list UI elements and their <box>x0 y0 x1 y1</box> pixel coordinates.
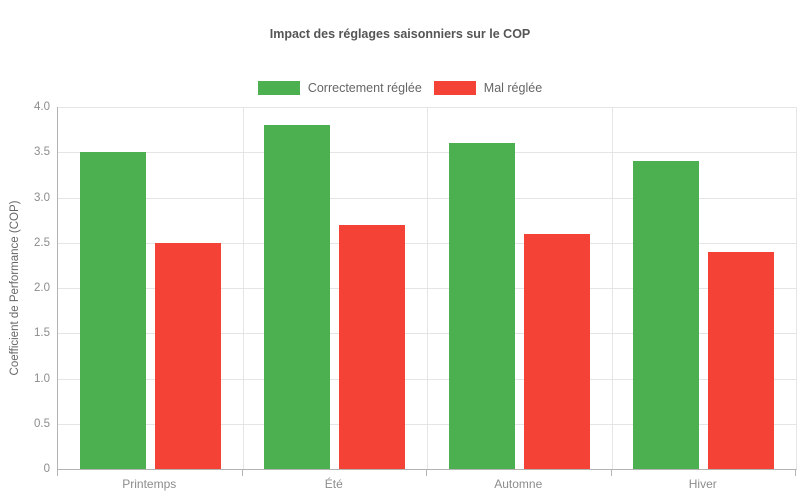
x-tick-label: Hiver <box>688 477 717 491</box>
y-tick-label: 0 <box>43 463 50 475</box>
y-tick-label: 1.5 <box>34 327 50 340</box>
bar-été-green <box>264 125 331 469</box>
y-tick-label: 1.0 <box>34 372 50 385</box>
gridline <box>242 107 244 469</box>
x-tick-label: Été <box>324 477 343 491</box>
legend: Correctement réglée Mal réglée <box>0 81 800 95</box>
y-tick-label: 0.5 <box>34 417 50 430</box>
plot-area <box>57 107 797 476</box>
x-axis-tick <box>241 469 243 476</box>
bar-hiver-red <box>708 251 775 469</box>
y-tick-label: 2.5 <box>34 236 50 249</box>
gridline <box>611 107 613 469</box>
y-tick-label: 3.0 <box>34 191 50 204</box>
legend-swatch-green <box>257 81 300 95</box>
x-axis-tick <box>795 469 796 476</box>
legend-item-mal-reglee: Mal réglée <box>433 81 543 95</box>
legend-item-correctement-reglee: Correctement réglée <box>257 81 422 95</box>
bar-automne-red <box>523 233 590 469</box>
legend-swatch-red <box>433 81 476 95</box>
y-tick-label: 3.5 <box>34 146 50 159</box>
x-axis-tick <box>57 469 58 476</box>
bar-automne-green <box>448 143 515 469</box>
y-axis-tick-labels: 0 0.5 1.0 1.5 2.0 2.5 3.0 3.5 4.0 <box>0 101 50 475</box>
x-tick-label: Automne <box>494 477 543 491</box>
bar-printemps-green <box>79 152 146 469</box>
x-tick-label: Printemps <box>122 477 177 491</box>
gridline <box>427 107 428 469</box>
chart-title: Impact des réglages saisonniers sur le C… <box>269 27 531 41</box>
legend-label: Mal réglée <box>483 81 543 95</box>
bar-été-red <box>339 224 406 469</box>
bar-hiver-green <box>633 161 700 469</box>
y-tick-label: 4.0 <box>34 101 50 113</box>
y-tick-label: 2.0 <box>34 282 50 294</box>
x-axis-tick <box>610 469 612 476</box>
x-axis-tick-labels: Printemps Été Automne Hiver <box>57 477 795 493</box>
bar-printemps-red <box>154 242 221 469</box>
legend-label: Correctement réglée <box>307 81 422 95</box>
x-axis-tick <box>426 469 427 476</box>
